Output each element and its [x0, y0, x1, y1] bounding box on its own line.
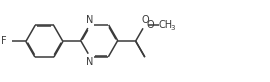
Text: O: O: [141, 15, 149, 25]
Text: 3: 3: [171, 25, 175, 31]
Text: CH: CH: [159, 20, 173, 30]
Text: O: O: [146, 20, 154, 30]
Text: F: F: [1, 36, 7, 46]
Text: N: N: [86, 57, 94, 67]
Text: N: N: [86, 15, 94, 25]
